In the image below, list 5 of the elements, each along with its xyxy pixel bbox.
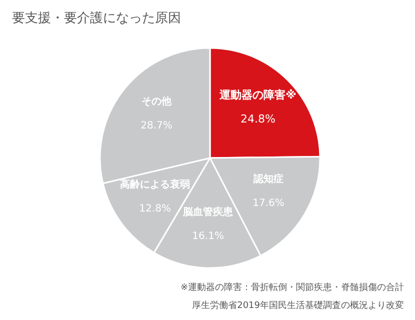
text: ※運動器の障害：骨折転倒・関節疾患・脊髄損傷の合計 — [180, 282, 404, 293]
slice-label: 運動器の障害※ — [218, 88, 296, 102]
text: 厚生労働省2019年国民生活基礎調査の概況より改変 — [192, 300, 404, 311]
data-label: 24.8% — [240, 112, 276, 126]
chart-title: 要支援・要介護になった原因 — [12, 11, 181, 26]
